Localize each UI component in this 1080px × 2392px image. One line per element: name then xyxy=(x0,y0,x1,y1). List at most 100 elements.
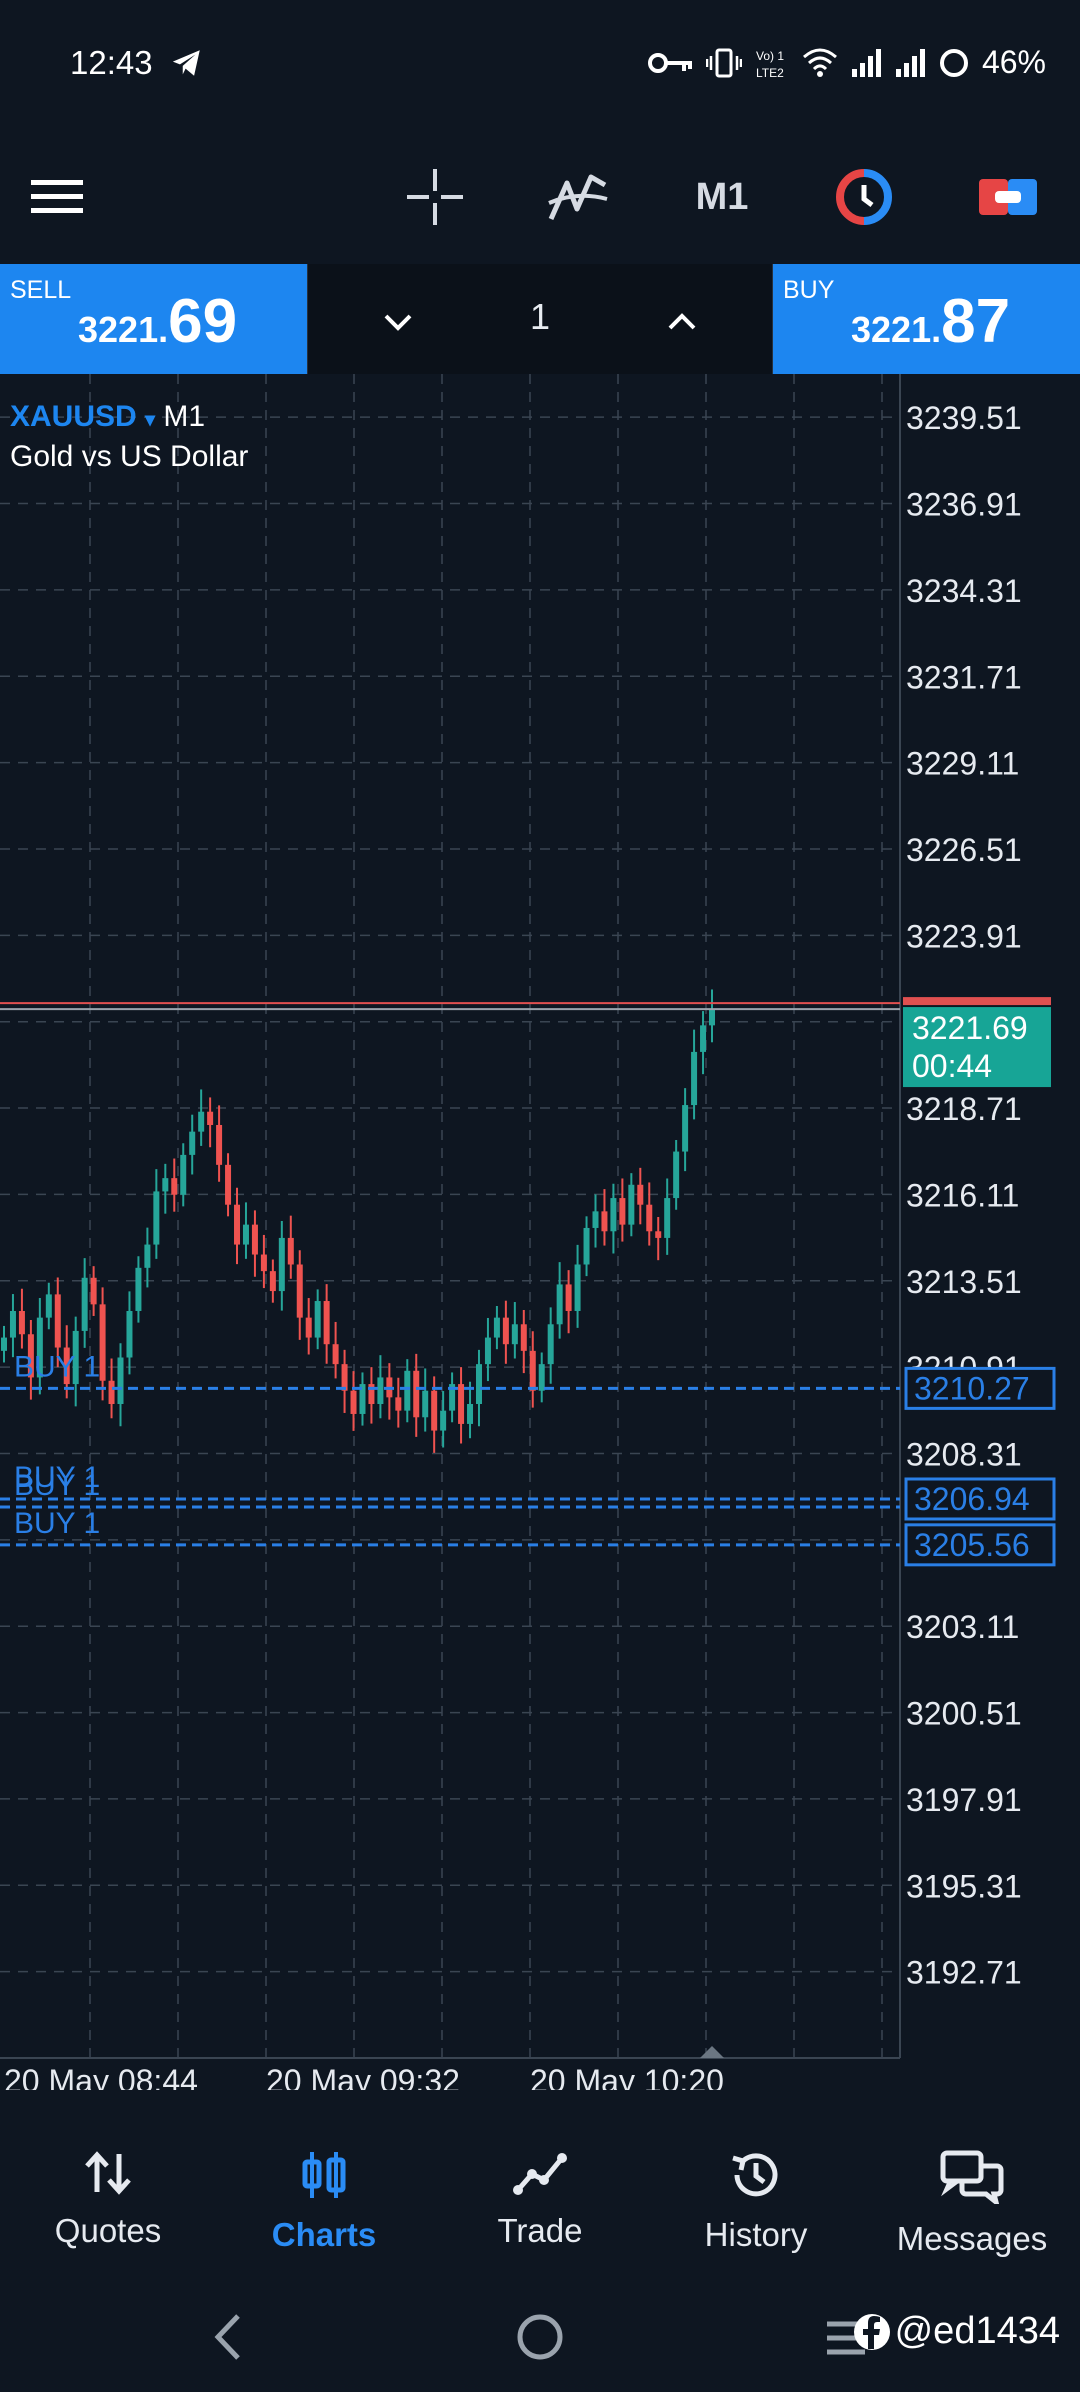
x-tick-label: 20 May 10:20 xyxy=(530,2063,724,2090)
y-tick-label: 3223.91 xyxy=(906,918,1022,954)
signal-icon-1 xyxy=(851,48,881,77)
candle-body xyxy=(323,1301,330,1345)
candle-body xyxy=(547,1324,554,1365)
buy-button[interactable]: BUY 3221.87 xyxy=(773,264,1080,374)
candle-body xyxy=(467,1403,474,1424)
candle-body xyxy=(628,1184,635,1225)
y-tick-label: 3195.31 xyxy=(906,1868,1022,1904)
y-tick-label: 3197.91 xyxy=(906,1782,1022,1818)
buy-label: BUY xyxy=(783,276,835,304)
candle-body xyxy=(565,1284,572,1311)
home-icon[interactable] xyxy=(515,2312,565,2362)
candle-body xyxy=(395,1397,402,1411)
candle-body xyxy=(574,1264,581,1311)
order-price-label: 3210.27 xyxy=(914,1370,1030,1406)
volte-icon: Vo) 1 LTE2 xyxy=(756,49,784,80)
candle-body xyxy=(269,1271,276,1292)
current-price-label: 3221.69 xyxy=(912,1010,1028,1046)
buy-price: 3221.87 xyxy=(851,286,1010,357)
candle-body xyxy=(45,1294,52,1318)
order-price-label: 3205.56 xyxy=(914,1527,1030,1563)
current-price-tag xyxy=(903,1007,1051,1088)
candle-body xyxy=(90,1277,97,1305)
candle-body xyxy=(153,1191,160,1245)
candle-body xyxy=(108,1380,115,1404)
nav-trade[interactable]: Trade xyxy=(432,2090,648,2280)
candle-body xyxy=(431,1390,438,1431)
nav-messages-label: Messages xyxy=(896,2220,1048,2257)
vibrate-icon xyxy=(705,48,742,77)
lot-value[interactable]: 1 xyxy=(529,296,551,337)
battery-level: 46% xyxy=(981,44,1046,80)
nav-quotes[interactable]: Quotes xyxy=(0,2090,216,2280)
nav-charts[interactable]: Charts xyxy=(216,2090,432,2280)
quotes-icon xyxy=(85,2151,131,2195)
candle-body xyxy=(520,1324,527,1351)
candle-body xyxy=(180,1154,187,1195)
candle-body xyxy=(556,1284,563,1325)
x-tick-label: 20 May 08:44 xyxy=(4,2063,198,2090)
order-label: BUY 1 xyxy=(14,1507,100,1540)
buy-price-prefix: 3221. xyxy=(851,309,942,350)
one-click-trading-icon xyxy=(836,169,892,225)
crosshair-button[interactable] xyxy=(400,162,470,232)
y-tick-label: 3208.31 xyxy=(906,1436,1022,1472)
order-price-tag xyxy=(904,1366,1056,1410)
lot-increase-button[interactable] xyxy=(652,292,712,352)
x-tick-label: 20 May 09:32 xyxy=(266,2063,460,2090)
y-tick-label: 3218.71 xyxy=(906,1091,1022,1127)
timeframe-button[interactable]: M1 xyxy=(695,175,749,218)
facebook-icon xyxy=(853,2313,890,2350)
candle-body xyxy=(9,1310,16,1338)
candle-body xyxy=(99,1304,106,1381)
lot-selector: 1 xyxy=(307,264,773,374)
lot-decrease-button[interactable] xyxy=(368,292,428,352)
symbol-timeframe: M1 xyxy=(163,400,206,433)
trade-icon xyxy=(513,2153,567,2195)
messages-icon xyxy=(940,2150,1004,2204)
candle-body xyxy=(260,1254,267,1272)
candle-body xyxy=(484,1337,491,1365)
bottom-navigation: Quotes Charts Trade History Messages xyxy=(0,2090,1080,2280)
candle-body xyxy=(610,1198,617,1232)
signal-icon-2 xyxy=(895,48,925,77)
candle-body xyxy=(529,1350,536,1391)
symbol-name: XAUUSD xyxy=(10,400,137,433)
charts-icon xyxy=(302,2152,346,2198)
candle-body xyxy=(54,1294,61,1348)
candle-body xyxy=(538,1364,545,1391)
price-chart[interactable]: 3239.51 3236.91 3234.31 3231.71 3229.11 3226.… xyxy=(0,0,1080,2090)
candle-body xyxy=(1,1337,7,1351)
candle-body xyxy=(601,1211,608,1232)
order-label: BUY 1 xyxy=(14,1350,100,1383)
y-tick-label: 3213.51 xyxy=(906,1264,1022,1300)
back-icon[interactable] xyxy=(210,2312,246,2362)
battery-icon xyxy=(939,48,968,77)
candle-body xyxy=(242,1224,249,1245)
candle-body xyxy=(234,1204,241,1245)
candle-body xyxy=(81,1277,88,1331)
sell-button[interactable]: SELL 3221.69 xyxy=(0,264,307,374)
sell-price-prefix: 3221. xyxy=(78,309,169,350)
candle-body xyxy=(144,1244,151,1268)
candle-body xyxy=(126,1310,133,1358)
trade-panel-button[interactable] xyxy=(976,162,1040,232)
candle-body xyxy=(332,1344,339,1365)
y-tick-label: 3216.11 xyxy=(906,1177,1019,1213)
chart-toolbar: M1 xyxy=(0,130,1080,264)
status-bar: 12:43 Vo) 1 LTE2 46% xyxy=(0,0,1080,130)
menu-button[interactable] xyxy=(22,162,92,232)
nav-messages[interactable]: Messages xyxy=(864,2090,1080,2280)
candle-body xyxy=(305,1317,312,1338)
candle-body xyxy=(341,1364,348,1391)
candle-body xyxy=(251,1224,258,1255)
history-icon xyxy=(732,2153,778,2197)
indicators-button[interactable] xyxy=(540,162,616,232)
status-icons: Vo) 1 LTE2 46% xyxy=(647,44,1046,81)
one-click-trading-button[interactable] xyxy=(832,162,896,232)
candle-body xyxy=(709,1009,715,1026)
chart-symbol-header[interactable]: XAUUSD ▾ M1 xyxy=(10,400,205,434)
candle-body xyxy=(359,1384,366,1414)
candle-body xyxy=(287,1237,294,1265)
nav-history[interactable]: History xyxy=(648,2090,864,2280)
